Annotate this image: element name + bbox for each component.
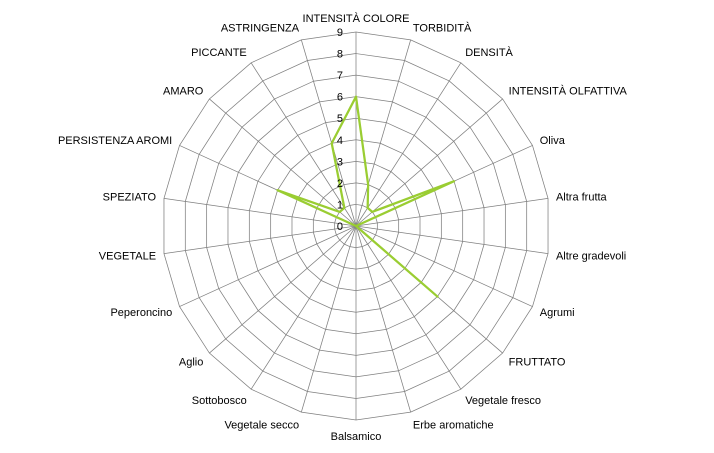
category-label-1: TORBIDITÀ — [413, 21, 472, 34]
data-point-18 — [276, 189, 279, 191]
data-point-0 — [355, 95, 357, 98]
category-label-12: Vegetale secco — [224, 420, 299, 432]
tick-label-1: 1 — [337, 199, 343, 211]
category-label-20: PICCANTE — [191, 47, 247, 59]
category-label-4: Oliva — [540, 135, 566, 147]
tick-label-0: 0 — [337, 221, 343, 233]
category-label-6: Altre gradevoli — [556, 250, 626, 262]
data-point-21 — [330, 142, 333, 145]
spoke-19 — [209, 98, 357, 227]
spoke-5 — [355, 198, 549, 227]
spoke-13 — [250, 225, 357, 390]
data-point-8 — [436, 295, 439, 298]
series-line-0 — [276, 95, 456, 298]
data-point-3 — [371, 211, 374, 213]
radial-tick-labels: 0 1 2 3 4 5 6 7 8 9 — [337, 27, 343, 233]
data-point-4 — [453, 180, 455, 183]
tick-label-8: 8 — [337, 49, 343, 61]
category-label-7: Agrumi — [540, 307, 575, 319]
category-label-2: DENSITÀ — [465, 46, 513, 59]
category-label-10: Erbe aromatiche — [413, 420, 494, 432]
category-label-5: Altra frutta — [556, 192, 608, 204]
radar-series-layer — [276, 95, 456, 298]
spoke-1 — [355, 39, 412, 227]
category-label-15: Peperoncino — [110, 307, 172, 319]
spoke-9 — [355, 225, 462, 390]
spoke-14 — [209, 225, 357, 354]
category-label-13: Sottobosco — [192, 395, 247, 407]
category-label-9: Vegetale fresco — [465, 395, 541, 407]
data-point-1 — [367, 183, 369, 186]
data-point-17 — [355, 225, 357, 227]
spoke-21 — [300, 39, 357, 227]
tick-label-9: 9 — [337, 27, 343, 39]
spoke-2 — [355, 62, 462, 227]
category-label-14: Aglio — [179, 357, 203, 369]
spoke-6 — [355, 225, 549, 254]
tick-label-4: 4 — [337, 135, 343, 147]
data-point-20 — [343, 207, 346, 209]
tick-label-7: 7 — [337, 70, 343, 82]
spoke-16 — [163, 225, 357, 254]
category-label-17: SPEZIATO — [103, 192, 157, 204]
tick-label-6: 6 — [337, 92, 343, 104]
category-label-3: INTENSITÀ OLFATTIVA — [509, 84, 628, 97]
category-label-18: PERSISTENZA AROMI — [58, 135, 172, 147]
category-label-16: VEGETALE — [99, 250, 156, 262]
data-point-2 — [366, 207, 369, 209]
category-label-8: FRUTTATO — [509, 357, 566, 369]
spoke-3 — [355, 98, 503, 227]
category-label-21: ASTRINGENZA — [221, 22, 300, 34]
tick-label-3: 3 — [337, 156, 343, 168]
spoke-12 — [300, 225, 357, 413]
category-label-0: INTENSITÀ COLORE — [303, 12, 410, 25]
spoke-20 — [250, 62, 357, 227]
data-point-19 — [338, 211, 341, 213]
tick-label-5: 5 — [337, 113, 343, 125]
category-label-11: Balsamico — [331, 431, 382, 443]
spoke-7 — [355, 225, 533, 307]
spoke-15 — [179, 225, 357, 307]
tick-label-2: 2 — [337, 178, 343, 190]
category-label-19: AMARO — [163, 85, 204, 97]
spoke-17 — [163, 198, 357, 227]
spoke-10 — [355, 225, 412, 413]
